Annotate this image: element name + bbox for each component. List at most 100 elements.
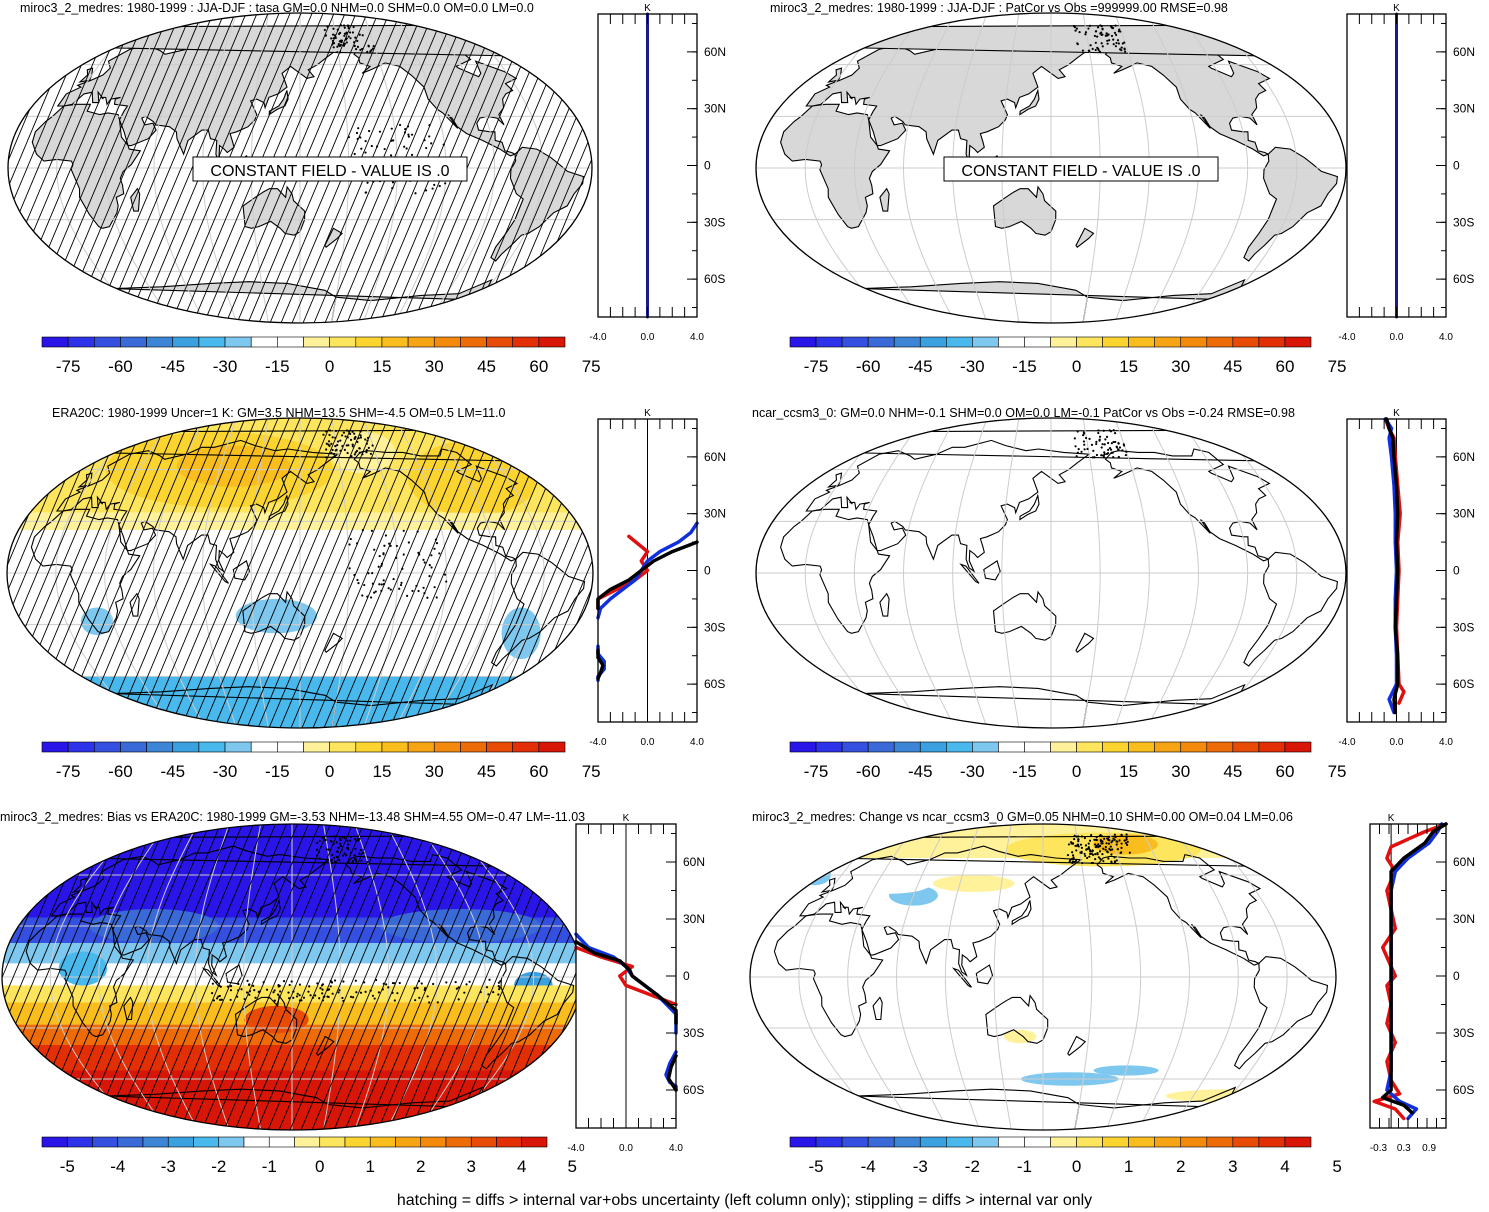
colorbar-swatch <box>1102 336 1129 348</box>
colorbar-label: -30 <box>213 357 238 376</box>
land-nz <box>324 632 344 653</box>
colorbar-label: -5 <box>808 1157 823 1176</box>
colorbar-swatch <box>344 1136 371 1148</box>
colorbar-swatch <box>243 1136 270 1148</box>
land-madagascar <box>879 187 890 212</box>
colorbar-label: -4 <box>110 1157 125 1176</box>
colorbar-swatch <box>329 741 357 753</box>
xtick-label: 4.0 <box>1439 737 1453 748</box>
colorbar-swatch <box>1232 741 1260 753</box>
colorbar-label: 30 <box>425 357 444 376</box>
panel-title: ERA20C: 1980-1999 Uncer=1 K: GM=3.5 NHM=… <box>52 406 506 420</box>
xtick-label: 0.0 <box>641 737 655 748</box>
land-antarctica <box>855 1086 1247 1130</box>
colorbar-swatch <box>407 741 435 753</box>
colorbar-swatch <box>867 1136 895 1148</box>
land-sumatra <box>208 563 229 584</box>
unit-label: K <box>623 813 630 824</box>
ytick-label: 30N <box>1453 507 1475 521</box>
colorbar-swatch <box>224 336 252 348</box>
colorbar-swatch <box>1050 336 1077 348</box>
colorbar-swatch <box>789 1136 817 1148</box>
colorbar-swatch <box>512 741 540 753</box>
colorbar-swatch <box>146 741 174 753</box>
stippling <box>1072 24 1127 53</box>
land-borneo <box>225 964 243 985</box>
footnote: hatching = diffs > internal var+obs unce… <box>396 1192 1093 1209</box>
colorbar-p5: -5 -4 -3 -2 -1 0 1 2 3 4 5 <box>41 1136 577 1176</box>
colorbar-swatch <box>250 741 278 753</box>
colorbar-label: 5 <box>568 1157 577 1176</box>
field-patch <box>80 607 114 635</box>
land-africa <box>780 508 891 634</box>
colorbar-label: -1 <box>1017 1157 1032 1176</box>
ytick-label: 60S <box>704 272 725 286</box>
colorbar-label: -75 <box>56 762 81 781</box>
colorbar-label: 30 <box>1171 762 1190 781</box>
colorbar-label: 2 <box>416 1157 425 1176</box>
stippling <box>1066 833 1131 865</box>
colorbar-swatch <box>919 336 947 348</box>
land-samerica <box>490 551 586 667</box>
colorbar-swatch <box>445 1136 472 1148</box>
xtick-label: 0.0 <box>1390 737 1404 748</box>
ytick-label: 30S <box>704 620 725 634</box>
land-nz <box>1075 227 1095 248</box>
xtick-label: -4.0 <box>589 332 607 343</box>
colorbar-swatch <box>198 741 226 753</box>
colorbar-swatch <box>789 336 817 348</box>
constant-field-note: CONSTANT FIELD - VALUE IS .0 <box>210 163 449 180</box>
colorbar-swatch <box>998 1136 1025 1148</box>
colorbar-label: 3 <box>467 1157 476 1176</box>
land-antarctica <box>112 683 504 728</box>
colorbar-label: -30 <box>213 762 238 781</box>
unit-label: K <box>1393 3 1400 14</box>
colorbar-label: 45 <box>477 357 496 376</box>
map-p2: CONSTANT FIELD - VALUE IS .0 <box>755 12 1347 324</box>
ytick-label: 60N <box>1453 45 1475 59</box>
land-antarctica <box>861 278 1256 323</box>
land-namerica <box>1104 448 1271 562</box>
colorbar-label: 0 <box>325 357 334 376</box>
ytick-label: 0 <box>1453 564 1460 578</box>
land-samerica <box>1243 551 1338 667</box>
land-africa <box>30 508 141 634</box>
colorbar-label: -15 <box>1012 357 1037 376</box>
ytick-label: 60S <box>1453 677 1474 691</box>
colorbar-swatch <box>1128 336 1156 348</box>
xtick-label: 4.0 <box>690 332 704 343</box>
profile-series <box>574 945 678 1007</box>
colorbar-p6: -5 -4 -3 -2 -1 0 1 2 3 4 5 <box>789 1136 1342 1176</box>
colorbar-swatch <box>841 336 869 348</box>
unit-label: K <box>1388 813 1395 824</box>
land-japan <box>260 898 281 926</box>
xtick-label: -0.3 <box>1370 1143 1388 1154</box>
land-antarctica <box>112 278 503 323</box>
land-sumatra <box>959 563 980 584</box>
graticule <box>750 824 1336 1130</box>
colorbar-label: 0 <box>1072 357 1081 376</box>
ytick-label: 0 <box>704 159 711 173</box>
ytick-label: 60N <box>683 855 705 869</box>
profile-series <box>1384 417 1400 715</box>
colorbar-label: -1 <box>262 1157 277 1176</box>
colorbar-label: -2 <box>965 1157 980 1176</box>
colorbar-swatch <box>1180 336 1208 348</box>
ytick-label: 0 <box>1453 969 1460 983</box>
colorbar-swatch <box>433 336 461 348</box>
ytick-label: 60N <box>704 45 726 59</box>
colorbar-label: -15 <box>265 357 290 376</box>
colorbar-p2: -75 -60 -45 -30 -15 0 15 30 45 60 75 <box>789 336 1347 376</box>
colorbar-swatch <box>1258 741 1286 753</box>
ytick-label: 60S <box>683 1083 704 1097</box>
colorbar-label: 75 <box>582 357 601 376</box>
colorbar-swatch <box>1024 336 1051 348</box>
colorbar-label: 0 <box>315 1157 324 1176</box>
colorbar-swatch <box>1024 741 1051 753</box>
colorbar-swatch <box>41 336 69 348</box>
ytick-label: 30S <box>1453 1026 1474 1040</box>
colorbar-swatch <box>1076 741 1103 753</box>
profile-series <box>596 540 699 611</box>
colorbar-swatch <box>815 741 843 753</box>
